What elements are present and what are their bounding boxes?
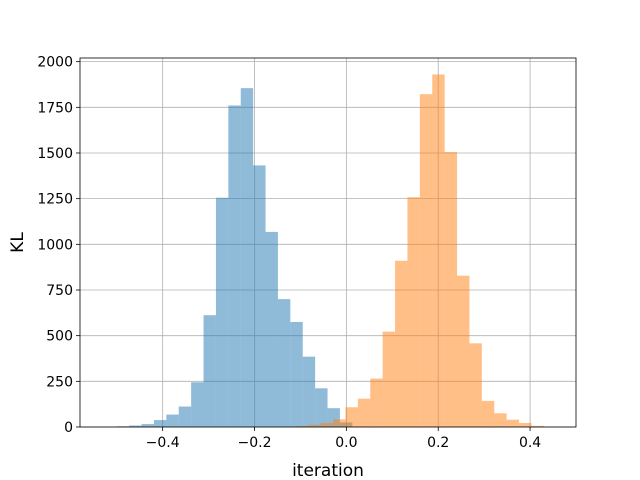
histogram-bar-series-2 <box>357 398 371 427</box>
y-tick-label: 500 <box>46 329 73 345</box>
histogram-bar-series-1 <box>129 425 142 427</box>
x-tick-label: −0.4 <box>146 435 180 451</box>
histogram-bar-series-2 <box>506 419 520 427</box>
histogram-bar-series-2 <box>494 413 507 427</box>
histogram-bar-series-2 <box>519 422 532 427</box>
histogram-bar-series-1 <box>315 388 328 427</box>
histogram-bar-series-1 <box>191 382 204 427</box>
histogram-bar-series-1 <box>228 105 241 427</box>
histogram-bar-series-2 <box>345 407 358 427</box>
histogram-bar-series-2 <box>395 260 408 427</box>
y-tick-label: 1250 <box>37 192 73 208</box>
histogram-bar-series-2 <box>469 343 482 427</box>
histogram-bar-series-2 <box>382 331 396 427</box>
histogram-bar-series-2 <box>481 400 495 427</box>
x-tick-label: −0.2 <box>238 435 272 451</box>
histogram-bar-series-2 <box>295 426 309 427</box>
histogram-bar-series-1 <box>277 299 291 427</box>
x-tick-label: 0.2 <box>427 435 449 451</box>
y-tick-label: 0 <box>64 420 73 436</box>
histogram-bar-series-1 <box>215 197 229 427</box>
histogram-bar-series-1 <box>153 420 167 427</box>
histogram-bar-series-1 <box>141 424 154 427</box>
histogram-bar-series-2 <box>444 152 458 428</box>
histogram-bar-series-2 <box>333 419 346 427</box>
histogram-bar-series-2 <box>370 378 383 427</box>
axis-ticks: −0.4 −0.2 0.0 0.2 0.4 0 250 500 750 1000 1250 1500 1… <box>37 55 541 451</box>
histogram-bar-series-1 <box>203 315 216 427</box>
y-tick-label: 1000 <box>37 237 73 253</box>
histogram-bars <box>116 74 544 428</box>
x-tick-label: 0.4 <box>519 435 541 451</box>
histogram-bar-series-2 <box>407 197 420 427</box>
plot-frame <box>79 57 577 428</box>
histogram-bar-series-2 <box>531 425 544 427</box>
y-tick-label: 250 <box>46 374 73 390</box>
y-tick-label: 1500 <box>37 146 73 162</box>
histogram-bar-series-2 <box>308 424 321 427</box>
histogram-bar-series-2 <box>419 94 433 427</box>
histogram-bar-series-1 <box>178 406 192 427</box>
histogram-bar-series-1 <box>302 356 316 427</box>
y-tick-label: 2000 <box>37 55 73 71</box>
x-tick-label: 0.0 <box>335 435 357 451</box>
histogram-bar-series-1 <box>265 231 278 427</box>
histogram-bar-series-2 <box>457 275 470 427</box>
histogram-bar-series-1 <box>166 414 179 427</box>
y-tick-label: 1750 <box>37 100 73 116</box>
x-axis-label: iteration <box>292 461 364 480</box>
y-axis-label: KL <box>8 232 28 253</box>
histogram-bar-series-1 <box>290 321 303 427</box>
grid-lines <box>80 58 576 428</box>
histogram-bar-series-1 <box>253 165 266 428</box>
y-tick-label: 750 <box>46 283 73 299</box>
histogram-bar-series-2 <box>320 422 334 427</box>
histogram-bar-series-1 <box>240 88 254 428</box>
histogram-bar-series-2 <box>432 74 445 427</box>
